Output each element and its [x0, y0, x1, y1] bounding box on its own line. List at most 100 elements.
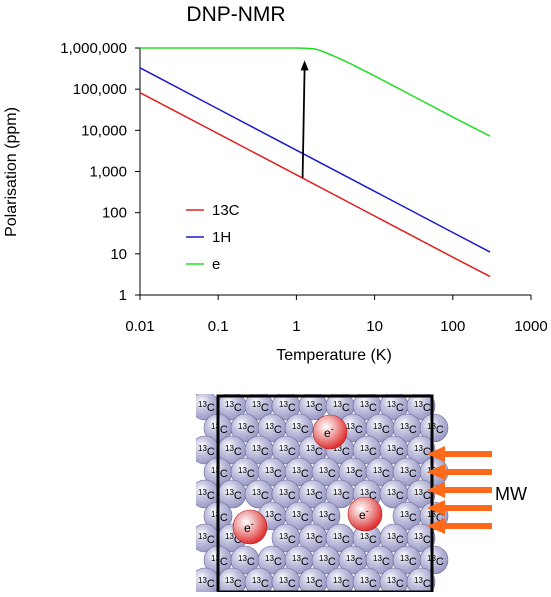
element-symbol: C [261, 490, 269, 502]
element-symbol: C [342, 534, 350, 546]
electron-radical [312, 414, 348, 450]
carbon-13-sphere: 13C [325, 523, 355, 553]
mass-number: 13 [414, 400, 423, 409]
element-symbol: C [220, 556, 228, 568]
carbon-13-label: 13C [238, 554, 255, 568]
mass-number: 13 [360, 532, 369, 541]
x-tick-label: 0.01 [125, 318, 154, 335]
element-symbol: C [396, 446, 404, 458]
y-tick-label: 10,000 [81, 122, 127, 139]
carbon-13-label: 13C [211, 422, 228, 436]
element-symbol: C [247, 468, 255, 480]
carbon-13-nucleus [419, 545, 449, 575]
mass-number: 13 [333, 532, 342, 541]
mass-number: 13 [279, 532, 288, 541]
mass-number: 13 [198, 400, 207, 409]
carbon-13-label: 13C [333, 576, 350, 590]
carbon-13-sphere: 13C [379, 523, 409, 553]
carbon-13-label: 13C [319, 554, 336, 568]
element-symbol: C [396, 534, 404, 546]
element-symbol: C [436, 556, 444, 568]
carbon-13-sphere: 13C [406, 567, 436, 592]
x-tick-labels: 0.01 0.1 1 10 100 1000 [125, 295, 548, 335]
electron-label: e- [359, 506, 369, 522]
carbon-13-label: 13C [198, 576, 215, 590]
element-symbol: C [274, 424, 282, 436]
element-symbol: C [436, 512, 444, 524]
carbon-13-sphere: 13C [244, 567, 274, 592]
carbon-13-label: 13C [252, 576, 269, 590]
electron-charge: - [331, 424, 334, 434]
electron-sphere: e- [347, 496, 383, 532]
y-tick-labels: 1 10 100 1,000 10,000 100,000 1,000,000 [60, 40, 140, 304]
electron-symbol: e [359, 508, 366, 522]
carbon-13-label: 13C [400, 466, 417, 480]
carbon-13-label: 13C [360, 576, 377, 590]
mass-number: 13 [360, 488, 369, 497]
element-symbol: C [369, 534, 377, 546]
legend: 13C 1H e [186, 202, 240, 273]
mass-number: 13 [400, 422, 409, 431]
carbon-13-label: 13C [238, 466, 255, 480]
element-symbol: C [247, 556, 255, 568]
electron-symbol: e [324, 426, 331, 440]
element-symbol: C [328, 512, 336, 524]
carbon-13-sphere: 13C [271, 567, 301, 592]
carbon-13-label: 13C [225, 532, 242, 546]
legend-label-e: e [212, 256, 220, 273]
mass-number: 13 [373, 422, 382, 431]
x-tick-label: 10 [366, 318, 383, 335]
carbon-13-label: 13C [414, 532, 431, 546]
carbon-13-sphere: 13C [284, 457, 314, 487]
mass-number: 13 [319, 466, 328, 475]
element-symbol: C [288, 402, 296, 414]
mass-number: 13 [360, 576, 369, 585]
carbon-13-label: 13C [400, 510, 417, 524]
element-symbol: C [234, 446, 242, 458]
element-symbol: C [288, 534, 296, 546]
carbon-13-sphere: 13C [271, 523, 301, 553]
mass-number: 13 [225, 400, 234, 409]
mass-number: 13 [333, 400, 342, 409]
mass-number: 13 [238, 466, 247, 475]
carbon-13-label: 13C [211, 510, 228, 524]
carbon-13-label: 13C [414, 400, 431, 414]
element-symbol: C [274, 468, 282, 480]
mass-number: 13 [387, 576, 396, 585]
carbon-13-label: 13C [306, 444, 323, 458]
carbon-13-label: 13C [319, 510, 336, 524]
carbon-13-sphere: 13C [379, 479, 409, 509]
element-symbol: C [207, 402, 215, 414]
mass-number: 13 [400, 554, 409, 563]
carbon-13-label: 13C [211, 554, 228, 568]
carbon-13-label: 13C [306, 576, 323, 590]
mass-number: 13 [225, 444, 234, 453]
carbon-13-sphere: 13C [406, 479, 436, 509]
carbon-13-nucleus [406, 435, 436, 465]
carbon-13-label: 13C [292, 466, 309, 480]
microwave-arrow [427, 518, 492, 534]
legend-label-1H: 1H [212, 229, 231, 246]
carbon-13-label: 13C [292, 422, 309, 436]
mass-number: 13 [198, 576, 207, 585]
element-symbol: C [315, 578, 323, 590]
element-symbol: C [409, 512, 417, 524]
carbon-13-label: 13C [333, 488, 350, 502]
carbon-13-sphere: 13C [352, 394, 382, 421]
carbon-13-label: 13C [265, 554, 282, 568]
carbon-13-label: 13C [265, 422, 282, 436]
carbon-13-sphere: 13C [406, 435, 436, 465]
element-symbol: C [234, 402, 242, 414]
x-tick-label: 1 [292, 318, 300, 335]
carbon-13-sphere: 13C [406, 394, 436, 421]
mass-number: 13 [252, 444, 261, 453]
mass-number: 13 [360, 400, 369, 409]
mass-number: 13 [279, 444, 288, 453]
series-lines [139, 47, 491, 278]
mass-number: 13 [387, 532, 396, 541]
mass-number: 13 [252, 400, 261, 409]
element-symbol: C [369, 490, 377, 502]
electron-radical [347, 496, 383, 532]
carbon-13-nucleus [311, 501, 341, 531]
